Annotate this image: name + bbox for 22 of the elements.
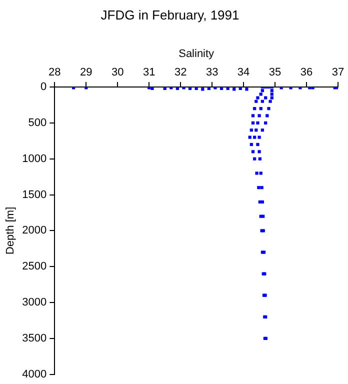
y-tick-label: 3500 — [22, 332, 47, 345]
x-tick-label: 37 — [332, 66, 344, 78]
y-tick-label: 2500 — [22, 260, 47, 273]
x-tick-label: 30 — [112, 66, 124, 78]
x-tick-label: 35 — [268, 66, 282, 78]
y-tick-label: 2000 — [22, 224, 47, 237]
x-tick-label: 34 — [237, 66, 250, 78]
y-tick-label: 500 — [28, 116, 47, 129]
chart-title: JFDG in February, 1991 — [100, 7, 240, 22]
y-tick-label: 0 — [40, 81, 47, 94]
x-tick-label: 36 — [300, 66, 313, 78]
x-tick-label: 32 — [174, 66, 187, 78]
y-tick-label: 4000 — [22, 368, 47, 380]
x-axis-title: Salinity — [178, 48, 215, 60]
y-tick-label: 1500 — [22, 188, 47, 201]
x-tick-label: 29 — [80, 66, 92, 78]
x-tick-label: 33 — [206, 66, 218, 78]
x-tick-label: 31 — [142, 66, 156, 78]
y-tick-label: 3000 — [22, 296, 47, 309]
x-tick-label: 28 — [48, 66, 61, 78]
y-tick-label: 1000 — [22, 152, 47, 165]
y-axis-title: Depth [m] — [4, 206, 17, 255]
